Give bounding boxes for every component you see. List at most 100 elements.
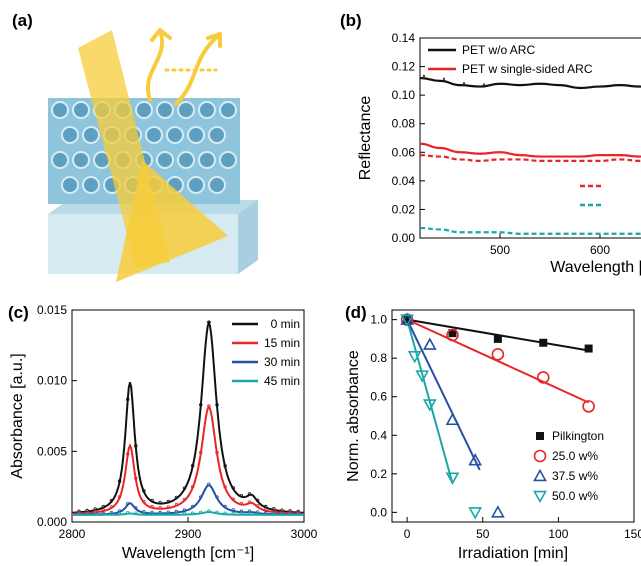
raw-data-point bbox=[442, 77, 446, 81]
y-tick-label: 0.010 bbox=[37, 374, 67, 388]
raw-data-point bbox=[174, 509, 179, 514]
marker-triangle-down bbox=[400, 314, 414, 327]
y-axis-label-c: Absorbance [a.u.] bbox=[9, 353, 26, 478]
raw-data-point bbox=[85, 510, 89, 514]
pore bbox=[135, 101, 153, 119]
raw-data-point bbox=[134, 476, 138, 480]
raw-data-point bbox=[239, 501, 244, 506]
raw-data-point bbox=[280, 508, 284, 512]
raw-data-point bbox=[166, 499, 170, 504]
pore bbox=[51, 101, 69, 119]
raw-data-point bbox=[190, 485, 195, 489]
raw-data-point bbox=[239, 512, 244, 516]
legend-label: 0 min bbox=[271, 317, 300, 331]
raw-data-point bbox=[264, 512, 268, 516]
raw-data-point bbox=[223, 511, 227, 515]
raw-data-point bbox=[85, 512, 89, 516]
raw-data-point bbox=[77, 512, 81, 516]
raw-data-point bbox=[125, 510, 130, 515]
raw-data-point bbox=[255, 512, 260, 516]
panel-label-b: (b) bbox=[340, 11, 362, 30]
y-tick-label: 0.00 bbox=[392, 231, 416, 245]
marker-triangle-up bbox=[533, 468, 547, 482]
axis-ticks-d: 0 50 100 150 0.0 0.2 0.4 0.6 0.8 1.0 bbox=[370, 313, 641, 541]
raw-data-point bbox=[166, 512, 170, 516]
y-tick-label: 0.12 bbox=[392, 60, 416, 74]
fit-line bbox=[406, 318, 590, 404]
raw-data-point bbox=[174, 503, 179, 507]
pore bbox=[61, 176, 79, 194]
marker-square bbox=[539, 338, 548, 347]
raw-data-point bbox=[215, 403, 219, 407]
marker-square bbox=[584, 344, 593, 353]
raw-data-point bbox=[207, 320, 211, 324]
raw-data-point bbox=[109, 498, 114, 503]
pore bbox=[198, 101, 216, 119]
marker-circle bbox=[491, 348, 505, 361]
pore bbox=[156, 101, 174, 119]
pore bbox=[82, 126, 100, 144]
raw-data-point bbox=[142, 511, 146, 516]
legend-label: 15 min bbox=[264, 336, 300, 350]
raw-data-point bbox=[255, 504, 260, 508]
raw-data-point bbox=[190, 511, 195, 515]
axis-ticks-c: 2800 2900 3000 0.000 0.005 0.010 0.015 bbox=[37, 303, 318, 541]
raw-data-point bbox=[150, 505, 154, 509]
raw-data-point bbox=[158, 506, 162, 510]
legend-c: 0 min 15 min 30 min 45 min bbox=[232, 317, 300, 388]
raw-data-point bbox=[280, 512, 284, 516]
raw-data-point bbox=[272, 507, 276, 511]
x-tick-label: 2800 bbox=[59, 527, 86, 541]
marker-triangle-down bbox=[445, 472, 460, 485]
raw-data-point bbox=[215, 450, 219, 455]
y-tick-label: 0.005 bbox=[37, 444, 67, 458]
coating-pores bbox=[51, 101, 237, 194]
pore bbox=[208, 176, 226, 194]
y-tick-label: 0.000 bbox=[37, 515, 67, 529]
raw-data-point bbox=[264, 504, 268, 509]
raw-data-point bbox=[158, 512, 162, 516]
raw-data-point bbox=[190, 464, 195, 468]
raw-data-point bbox=[150, 512, 154, 516]
raw-data-point bbox=[231, 508, 235, 512]
raw-data-point bbox=[462, 81, 466, 85]
raw-data-point bbox=[422, 74, 426, 78]
x-tick-label: 2900 bbox=[175, 527, 202, 541]
raw-data-point bbox=[223, 504, 227, 509]
raw-data-point bbox=[231, 486, 235, 490]
x-tick-label: 500 bbox=[490, 243, 510, 257]
raw-data-point bbox=[239, 494, 244, 498]
pore bbox=[208, 126, 226, 144]
marker-triangle-down bbox=[533, 490, 547, 504]
raw-data-point bbox=[182, 511, 187, 516]
pore bbox=[177, 101, 195, 119]
raw-data-point bbox=[255, 498, 260, 503]
legend-label: PET w single-sided ARC bbox=[462, 62, 593, 76]
raw-data-point bbox=[223, 485, 227, 489]
raw-data-point bbox=[182, 508, 187, 512]
raw-data-point bbox=[158, 510, 162, 515]
legend-label: 45 min bbox=[264, 374, 300, 388]
marker-circle bbox=[533, 449, 547, 463]
x-axis-label-b: Wavelength [nm] bbox=[550, 259, 641, 276]
pore bbox=[72, 151, 90, 169]
raw-data-point bbox=[85, 508, 89, 513]
raw-data-point bbox=[482, 83, 486, 86]
spectrum-15-min bbox=[72, 405, 304, 515]
raw-data-point bbox=[207, 509, 211, 513]
pore bbox=[198, 151, 216, 169]
pore bbox=[166, 126, 184, 144]
legend-label: Pilkington bbox=[552, 429, 604, 443]
y-tick-label: 1.0 bbox=[370, 313, 387, 327]
plot-frame-b bbox=[419, 37, 641, 239]
raw-data-point bbox=[174, 511, 179, 516]
marker-triangle-up bbox=[422, 337, 437, 350]
x-tick-label: 150 bbox=[624, 527, 641, 541]
y-tick-label: 0.08 bbox=[392, 117, 416, 131]
raw-data-point bbox=[134, 511, 138, 515]
marker-square bbox=[448, 329, 457, 338]
y-tick-label: 0.06 bbox=[392, 145, 416, 159]
pore bbox=[145, 126, 163, 144]
